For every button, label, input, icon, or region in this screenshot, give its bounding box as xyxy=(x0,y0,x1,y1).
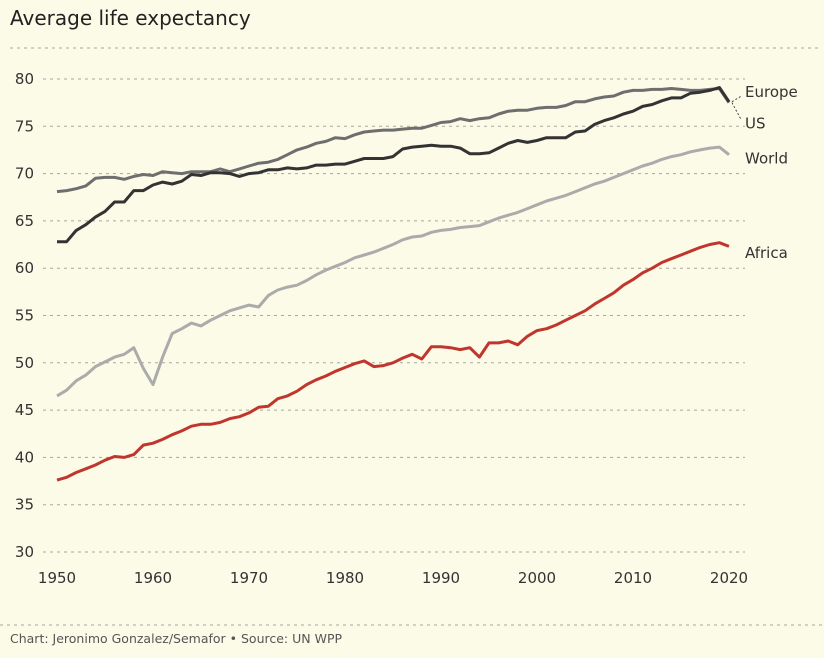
x-tick-label: 1990 xyxy=(422,569,460,587)
x-tick-label: 1980 xyxy=(326,569,364,587)
series-lines xyxy=(56,86,731,482)
y-tick-label: 70 xyxy=(15,165,34,183)
x-tick-label: 1960 xyxy=(134,569,172,587)
series-label-europe: Europe xyxy=(745,83,798,101)
chart-footer: Chart: Jeronimo Gonzalez/Semafor • Sourc… xyxy=(10,631,342,646)
y-tick-label: 45 xyxy=(15,401,34,419)
gridlines xyxy=(43,78,745,553)
series-label-world: World xyxy=(745,149,788,167)
x-tick-label: 2010 xyxy=(614,569,652,587)
y-tick-label: 35 xyxy=(15,496,34,514)
series-line-world xyxy=(56,145,730,398)
x-tick-label: 1970 xyxy=(230,569,268,587)
y-tick-label: 80 xyxy=(15,70,34,88)
y-tick-label: 40 xyxy=(15,448,34,466)
series-line-us xyxy=(56,87,731,194)
y-tick-label: 55 xyxy=(15,307,34,325)
x-tick-label: 2000 xyxy=(518,569,556,587)
label-connector xyxy=(731,95,742,103)
series-line-africa xyxy=(56,241,730,482)
y-tick-label: 30 xyxy=(15,543,34,561)
y-tick-label: 50 xyxy=(15,354,34,372)
series-line-europe xyxy=(57,86,731,244)
chart-title: Average life expectancy xyxy=(10,6,251,30)
series-labels: US Europe World Africa xyxy=(731,83,798,262)
y-tick-label: 60 xyxy=(15,259,34,277)
y-axis-ticks: 30 35 40 45 50 55 60 65 70 75 80 xyxy=(15,70,34,561)
x-axis-ticks: 1950 1960 1970 1980 1990 2000 2010 2020 xyxy=(38,569,748,587)
x-tick-label: 1950 xyxy=(38,569,76,587)
label-connector xyxy=(731,102,742,120)
series-label-africa: Africa xyxy=(745,244,788,262)
y-tick-label: 65 xyxy=(15,212,34,230)
series-label-us: US xyxy=(745,114,766,132)
x-tick-label: 2020 xyxy=(710,569,748,587)
y-tick-label: 75 xyxy=(15,117,34,135)
